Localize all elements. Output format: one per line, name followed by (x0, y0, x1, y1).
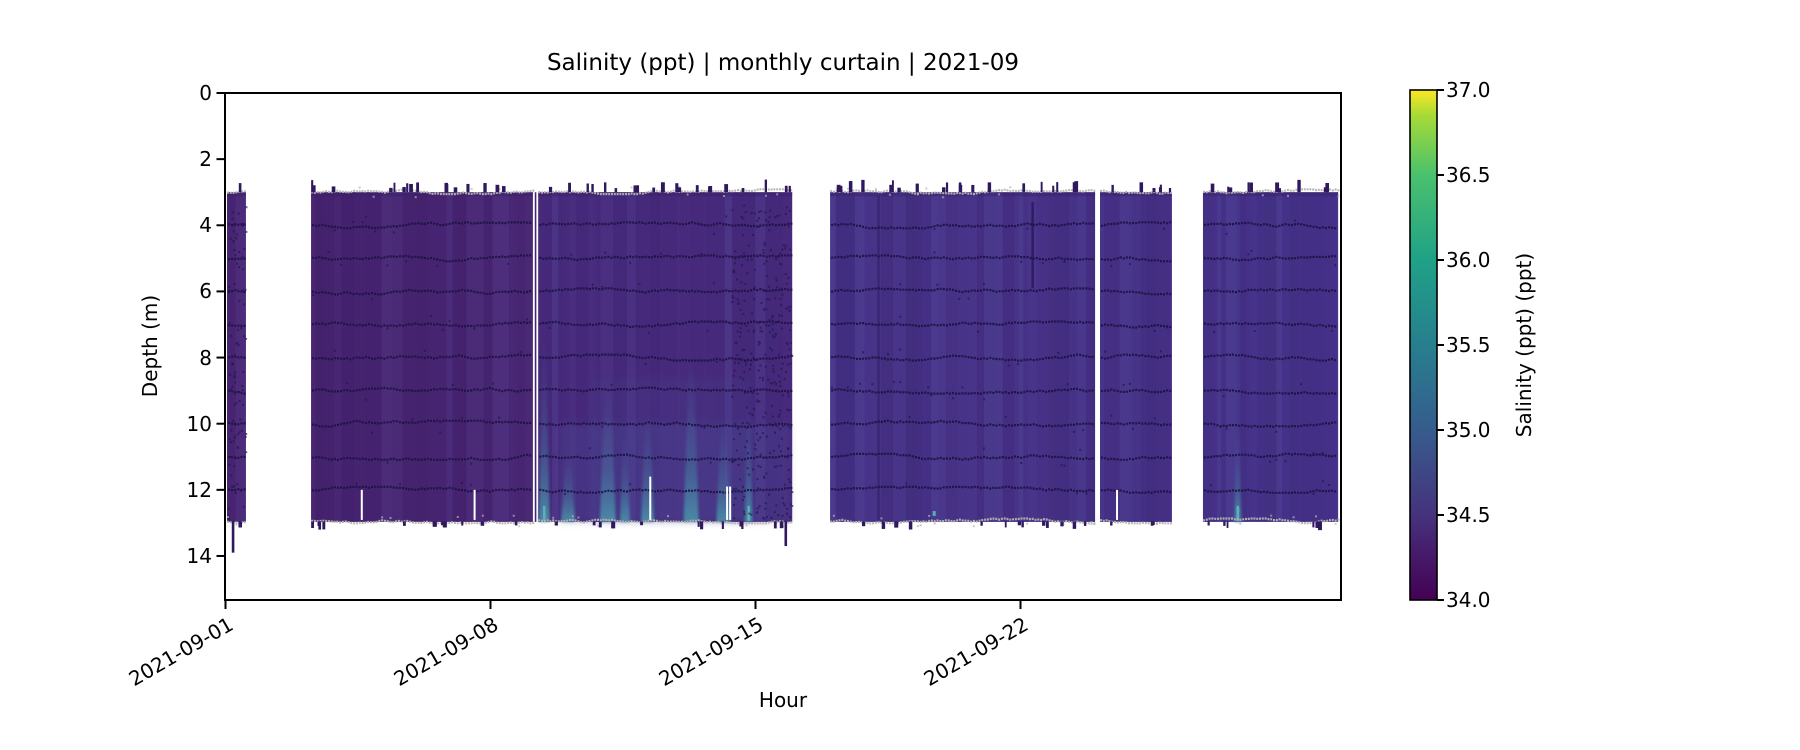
y-tick-label: 2 (199, 147, 212, 172)
colorbar-tick-label: 35.5 (1446, 333, 1491, 357)
y-axis-label: Depth (m) (138, 294, 162, 398)
curtain-block (1202, 192, 1339, 522)
plot-title: Salinity (ppt) | monthly curtain | 2021-… (546, 50, 1020, 76)
y-tick-label: 0 (199, 81, 212, 105)
y-tick-label: 14 (186, 543, 212, 568)
axes (216, 92, 1342, 609)
curtain-edges (227, 186, 1340, 528)
scatter-dots (731, 204, 794, 520)
data-gap-line (729, 486, 732, 520)
edge-spikes (238, 179, 1330, 531)
colorbar-tick-label: 36.5 (1446, 163, 1491, 187)
salinity-plume (683, 354, 699, 522)
dark-streak (1031, 202, 1034, 289)
colorbar-tick-label: 34.0 (1446, 588, 1491, 612)
deep-spike (784, 520, 788, 547)
y-tick-label: 6 (199, 279, 212, 304)
colorbar (1409, 89, 1444, 601)
y-tick-label: 4 (199, 213, 212, 238)
colorbar-tick-label: 34.5 (1446, 503, 1491, 527)
data-gap-line (726, 486, 729, 520)
y-tick-label: 8 (199, 345, 212, 370)
sensor-traces (228, 215, 1337, 500)
scatter-dots (227, 206, 248, 521)
salinity-plume (561, 450, 576, 522)
data-gap-line (473, 489, 476, 520)
salinity-plume (744, 400, 753, 522)
salinity-plume (1234, 423, 1242, 522)
y-tick-label: 10 (186, 411, 212, 436)
data-gap-line (360, 489, 363, 520)
colorbar-tick-label: 35.0 (1446, 418, 1491, 442)
colorbar-tick-label: 36.0 (1446, 248, 1491, 272)
bright-spot (932, 510, 936, 516)
gap-sliver (534, 192, 537, 522)
data-gap-line (1116, 489, 1119, 520)
x-axis-label: Hour (758, 688, 808, 712)
colorbar-label: Salinity (ppt) (ppt) (1512, 252, 1536, 438)
salinity-plume (538, 337, 550, 522)
salinity-plume (599, 380, 616, 522)
y-tick-label: 12 (186, 477, 212, 502)
bright-spot (1236, 507, 1240, 513)
salinity-plume (619, 433, 630, 522)
colorbar-tick-label: 37.0 (1446, 78, 1491, 102)
deep-spike (231, 520, 235, 553)
data-gap-line (649, 476, 652, 520)
